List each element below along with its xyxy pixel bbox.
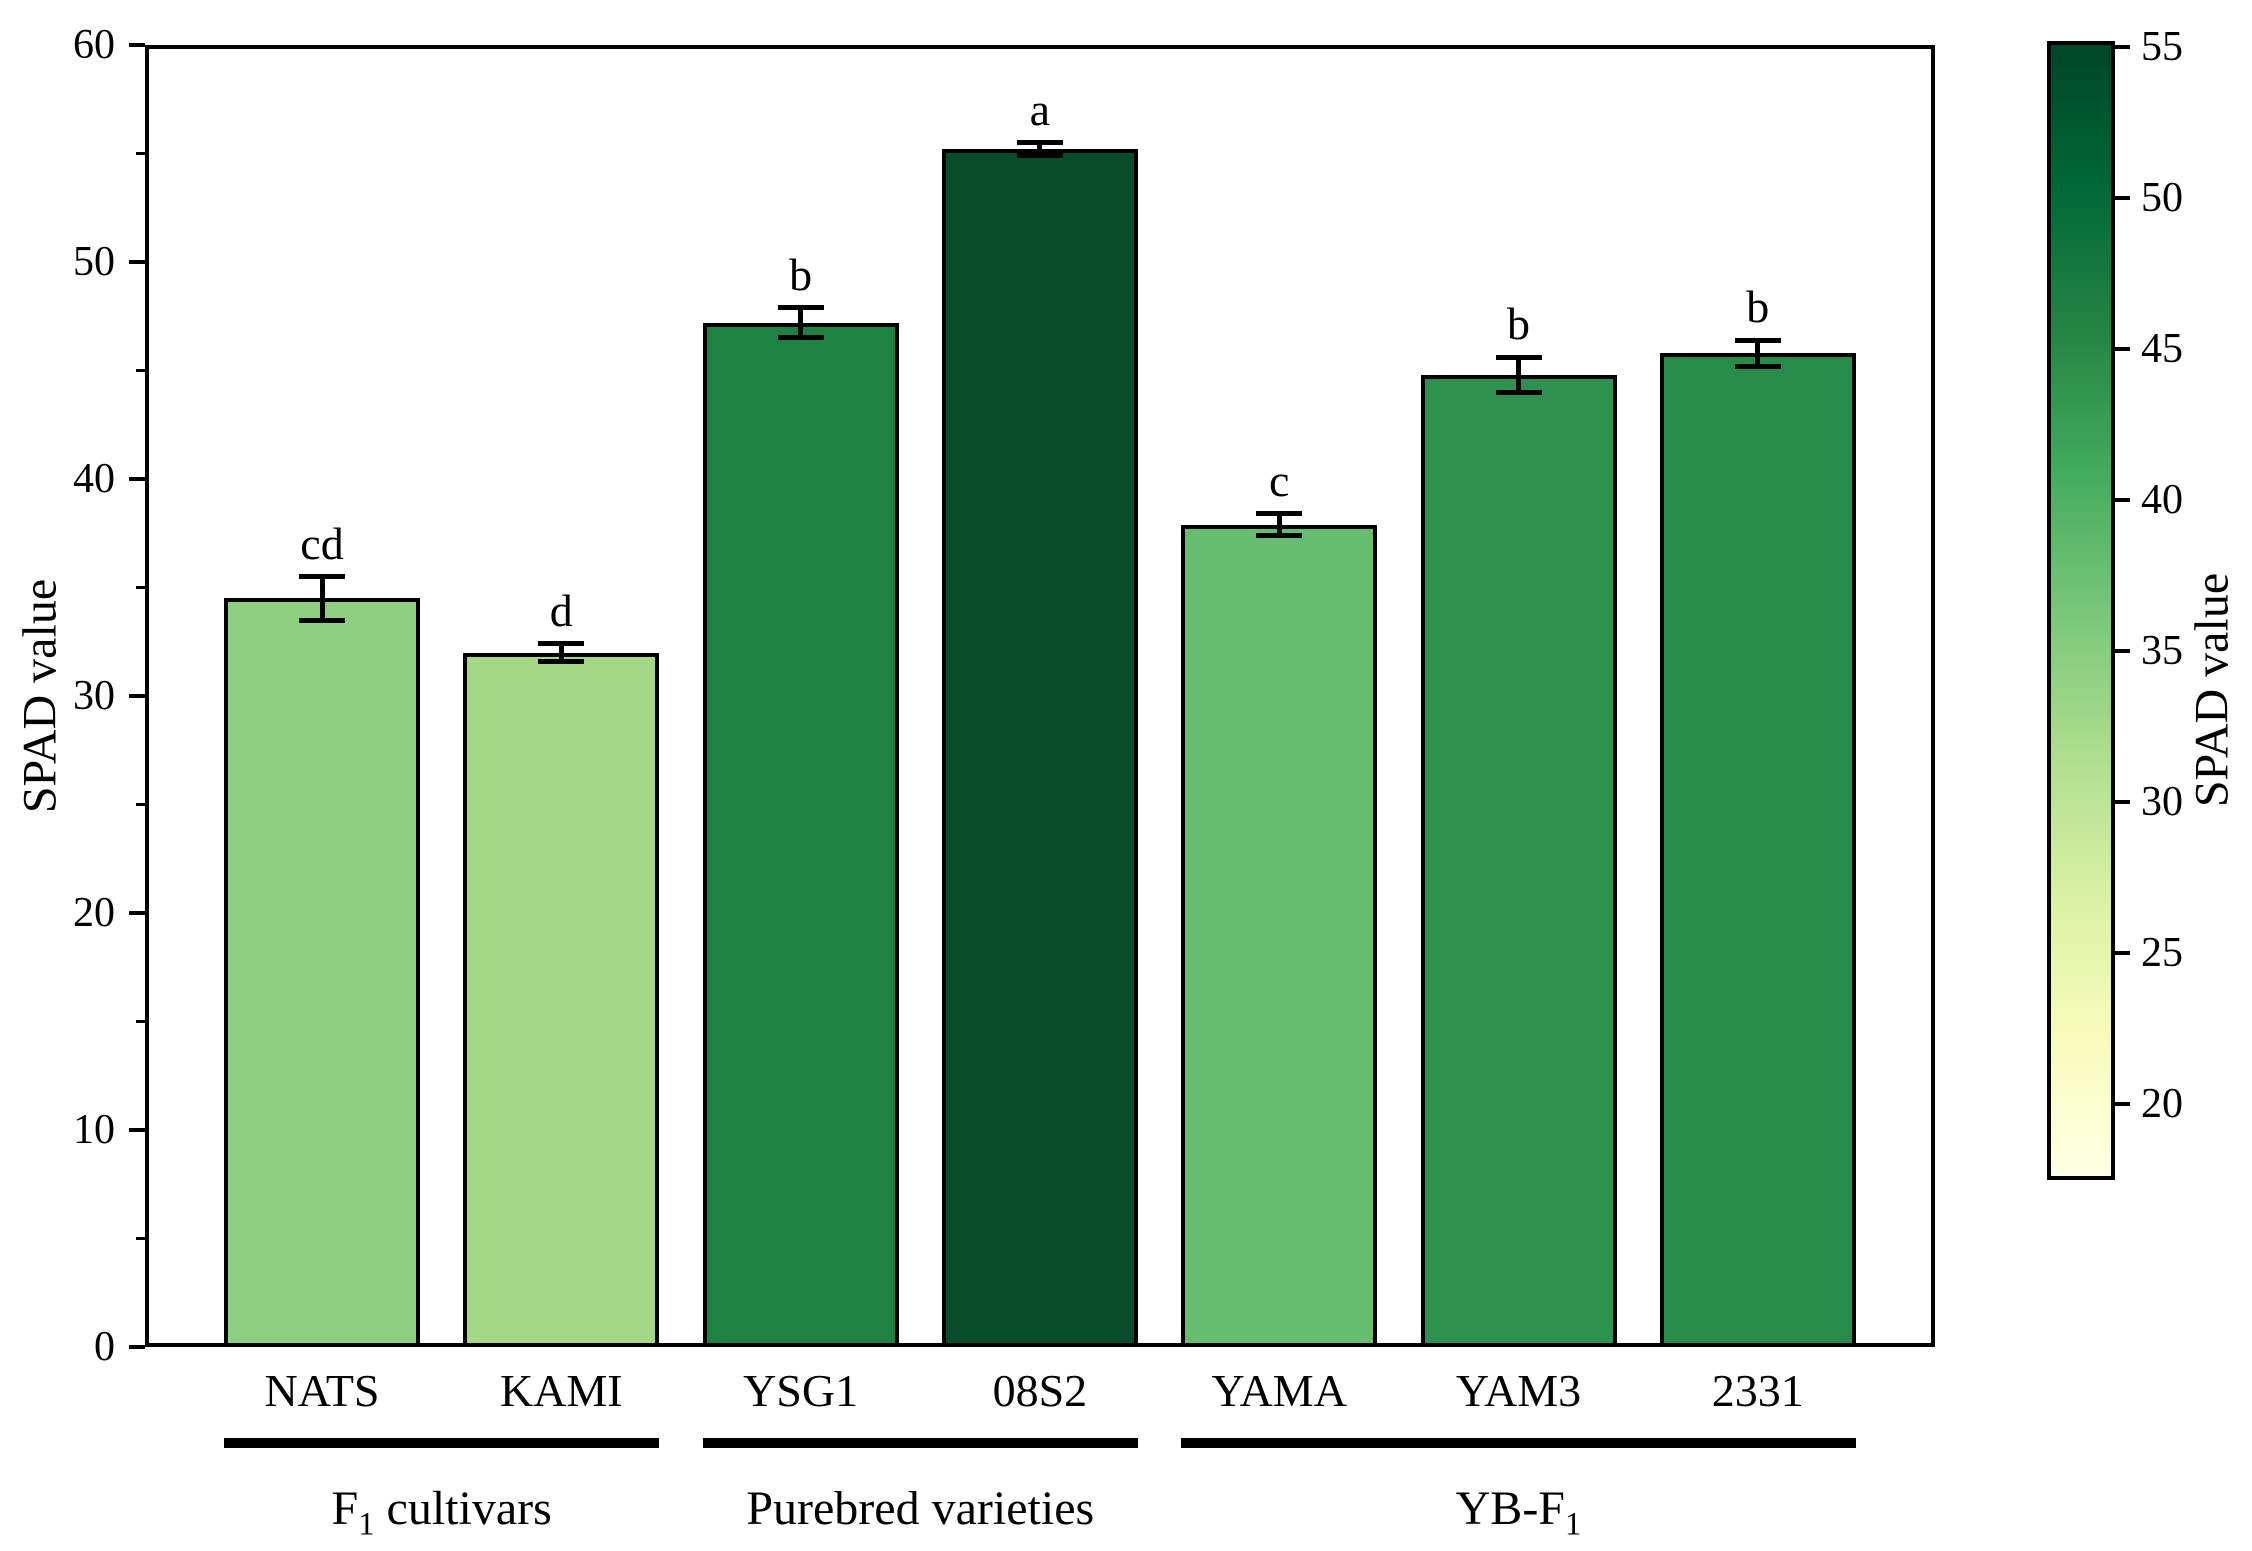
bar-nats [224,598,420,1347]
error-bar-bottom-cap [1016,153,1063,159]
error-bar-bottom-cap [1495,389,1542,395]
y-tick-label: 50 [73,239,115,285]
colorbar-label: SPAD value [2185,572,2239,808]
x-tick-label: YAMA [1211,1365,1347,1416]
group-label: YB-F1 [1455,1482,1582,1543]
bar-yam3 [1420,374,1617,1347]
colorbar-tick [2115,347,2130,352]
plot-area: 0 10 20 30 40 50 60 cd d b a c b b [73,22,1935,1370]
colorbar-tick-label: 20 [2141,1081,2183,1128]
x-tick-label: KAMI [499,1365,623,1416]
error-bar-top-cap [1016,140,1063,146]
colorbar-tick [2115,45,2130,50]
error-bar-bottom-cap [1256,532,1303,538]
colorbar-tick-label: 25 [2141,930,2183,977]
colorbar-tick-label: 55 [2141,24,2183,71]
significance-letter: b [1507,298,1530,350]
bar-ysg1 [702,322,899,1347]
error-bar-top-cap [538,641,585,647]
x-tick-label: YAM3 [1455,1365,1582,1416]
y-tick-label: 10 [73,1107,115,1153]
y-tick-label: 0 [94,1324,115,1370]
y-axis-minor-tick [136,369,145,372]
error-bar [319,576,325,621]
group-label: F1 cultivars [331,1482,552,1543]
y-axis-major-tick [129,1345,145,1349]
error-bar-bottom-cap [538,658,585,664]
error-bar-top-cap [299,574,345,580]
y-tick-label: 60 [73,22,115,68]
colorbar-tick-label: 45 [2141,326,2183,373]
y-axis-major-tick [129,43,145,47]
colorbar [2047,41,2115,1180]
significance-letter: b [1746,281,1770,333]
x-tick-label: YSG1 [743,1365,859,1416]
error-bar-top-cap [1734,337,1781,343]
group-underline [702,1438,1138,1448]
colorbar-tick [2115,196,2130,201]
y-axis-major-tick [129,694,145,698]
colorbar-tick-label: 35 [2141,628,2183,675]
x-tick-label: NATS [264,1365,380,1416]
x-tick-label: 08S2 [992,1365,1088,1416]
colorbar-tick-label: 50 [2141,175,2183,222]
bar-yama [1181,524,1378,1347]
bar-08s2 [941,149,1138,1347]
y-axis-minor-tick [136,152,145,155]
y-tick-label: 30 [73,673,115,719]
error-bar [1516,357,1521,393]
error-bar [1037,142,1043,156]
significance-letter: a [1029,83,1051,135]
y-tick-label: 20 [73,890,115,936]
group-underline [224,1438,660,1448]
bar-2331 [1659,353,1856,1347]
y-axis-minor-tick [136,803,145,806]
error-bar [1276,513,1282,536]
colorbar-tick [2115,1102,2130,1107]
y-tick-label: 40 [73,456,115,502]
colorbar-tick [2115,498,2130,503]
error-bar-top-cap [777,305,824,311]
x-tick-label: 2331 [1711,1365,1804,1416]
colorbar-tick [2115,800,2130,805]
colorbar-tick [2115,649,2130,654]
y-axis-major-tick [129,911,145,915]
error-bar [798,307,804,338]
significance-letter: d [549,584,573,636]
error-bar [558,643,564,662]
error-bar [1755,340,1761,367]
group-label: Purebred varieties [746,1482,1095,1535]
y-axis-minor-tick [136,1020,145,1023]
significance-letter: b [789,248,813,300]
error-bar-bottom-cap [777,335,824,341]
bar-kami [463,652,660,1347]
group-underline [1181,1438,1856,1448]
error-bar-bottom-cap [299,617,345,623]
y-axis-major-tick [129,260,145,264]
colorbar-tick [2115,951,2130,956]
y-axis-minor-tick [136,1237,145,1240]
y-axis-major-tick [129,477,145,481]
colorbar-tick-label: 40 [2141,477,2183,524]
error-bar-top-cap [1495,354,1542,360]
significance-letter: cd [300,517,344,569]
error-bar-bottom-cap [1734,363,1781,369]
error-bar-top-cap [1256,511,1303,517]
significance-letter: c [1268,454,1290,506]
y-axis-minor-tick [136,586,145,589]
colorbar-tick-label: 30 [2141,779,2183,826]
y-axis-major-tick [129,1128,145,1132]
